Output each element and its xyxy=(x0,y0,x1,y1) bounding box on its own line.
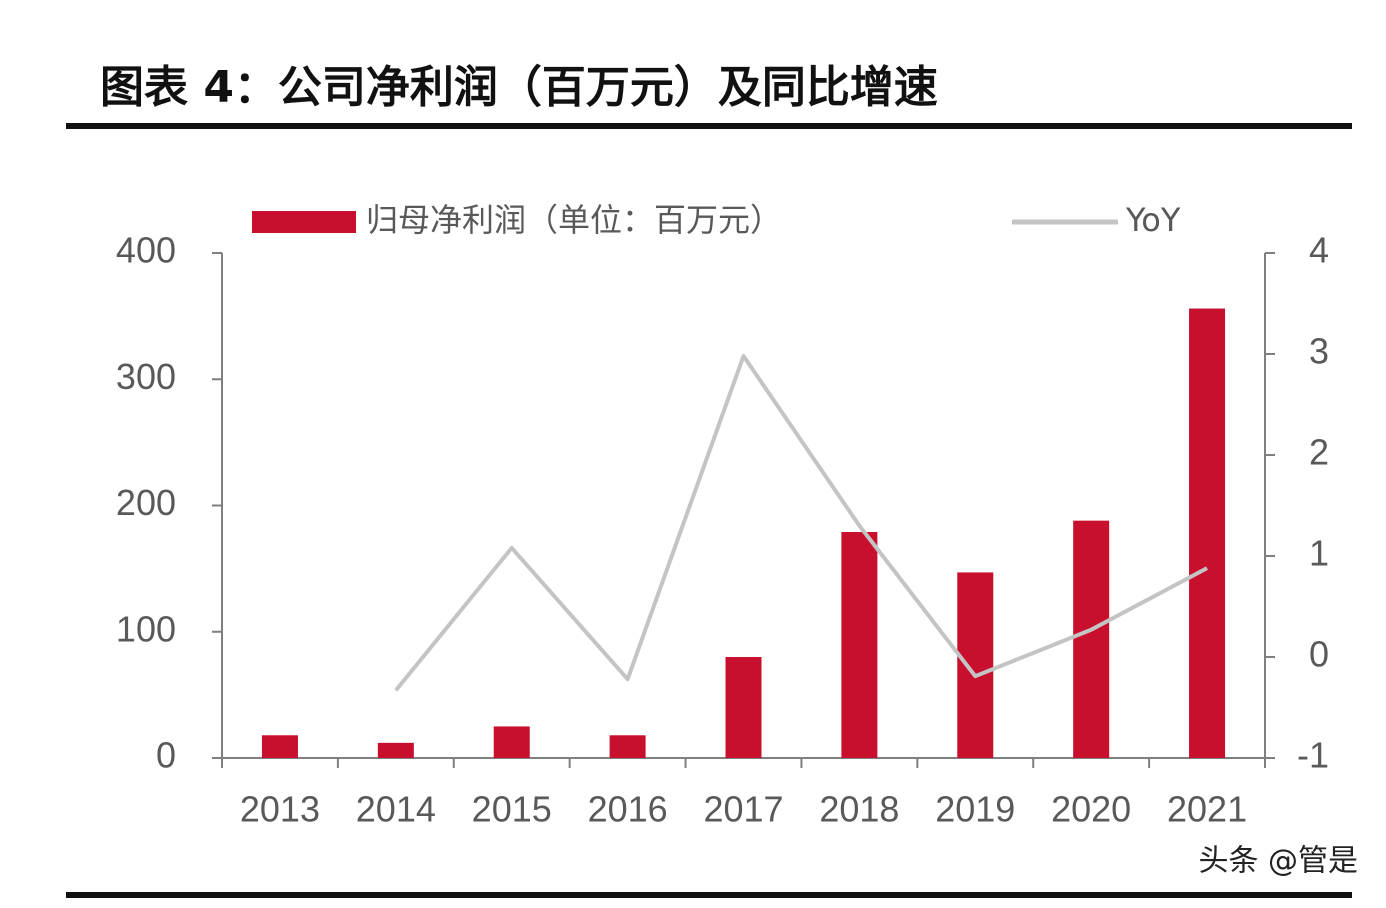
x-tick-label: 2021 xyxy=(1167,789,1247,830)
bar xyxy=(493,726,530,758)
bar xyxy=(1189,308,1226,758)
x-tick-label: 2020 xyxy=(1051,789,1131,830)
y2-tick-label: 2 xyxy=(1309,432,1329,473)
bar xyxy=(1073,520,1110,758)
x-tick-label: 2017 xyxy=(703,789,783,830)
chart-title: 图表 4：公司净利润（百万元）及同比增速 xyxy=(100,62,938,113)
legend-label: 归母净利润（单位：百万元） xyxy=(366,201,782,239)
x-tick-label: 2015 xyxy=(472,789,552,830)
y-tick-label: 400 xyxy=(116,230,176,271)
y2-tick-label: 0 xyxy=(1309,634,1329,675)
y2-tick-label: 3 xyxy=(1309,331,1329,372)
bar xyxy=(841,532,878,758)
bar xyxy=(609,735,646,758)
bar xyxy=(957,572,994,758)
bar xyxy=(261,735,298,758)
x-tick-label: 2016 xyxy=(588,789,668,830)
watermark: 头条 @管是 xyxy=(1198,844,1358,879)
y-tick-label: 0 xyxy=(156,735,176,776)
x-tick-label: 2018 xyxy=(819,789,899,830)
x-tick-label: 2013 xyxy=(240,789,320,830)
bar xyxy=(725,657,762,758)
y2-tick-label: 4 xyxy=(1309,230,1329,271)
y-tick-label: 100 xyxy=(116,608,176,649)
top-rule xyxy=(66,123,1352,129)
x-tick-label: 2019 xyxy=(935,789,1015,830)
legend-swatch xyxy=(252,211,356,233)
y2-tick-label: -1 xyxy=(1297,735,1329,776)
legend-label: YoY xyxy=(1125,201,1181,239)
line xyxy=(394,354,1208,692)
y2-tick-label: 1 xyxy=(1309,533,1329,574)
y-tick-label: 200 xyxy=(116,482,176,523)
x-tick-label: 2014 xyxy=(356,789,436,830)
y-tick-label: 300 xyxy=(116,356,176,397)
bottom-rule xyxy=(66,892,1352,898)
bar xyxy=(377,742,414,758)
